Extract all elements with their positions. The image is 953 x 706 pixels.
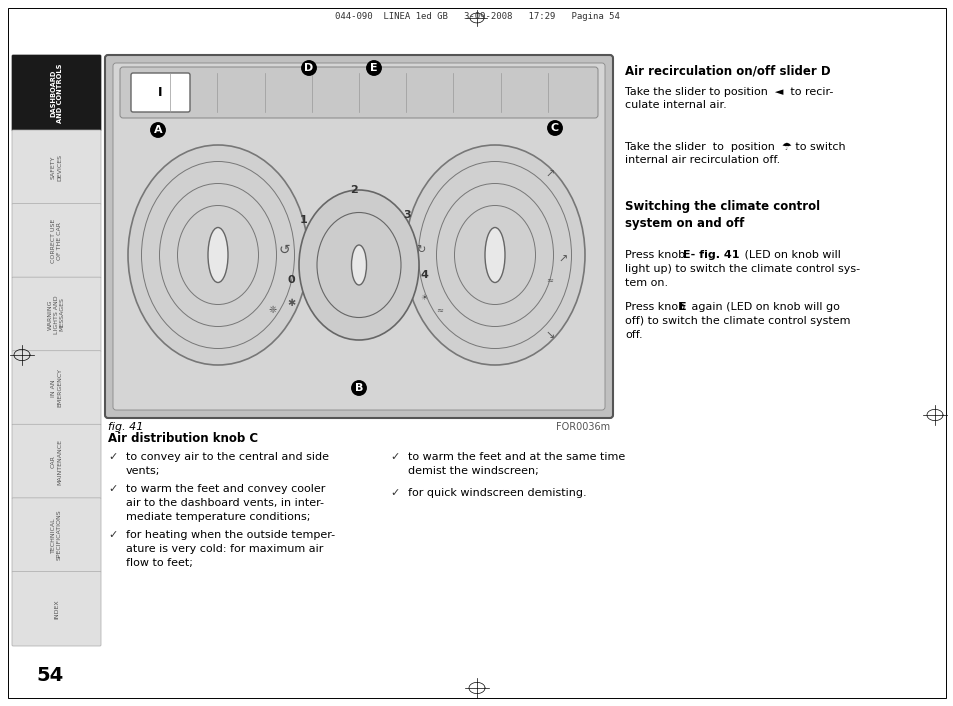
Text: Air distribution knob C: Air distribution knob C: [108, 432, 258, 445]
FancyBboxPatch shape: [12, 55, 101, 131]
Text: Take the slider  to  position  ☂ to switch
internal air recirculation off.: Take the slider to position ☂ to switch …: [624, 142, 844, 165]
FancyBboxPatch shape: [12, 571, 101, 646]
Text: CORRECT USE
OF THE CAR: CORRECT USE OF THE CAR: [51, 219, 62, 263]
Text: Switching the climate control
system on and off: Switching the climate control system on …: [624, 200, 820, 230]
Text: E: E: [370, 63, 377, 73]
FancyBboxPatch shape: [112, 63, 604, 410]
Text: B: B: [355, 383, 363, 393]
Text: ↺: ↺: [278, 243, 290, 257]
Text: 3: 3: [403, 210, 411, 220]
Text: to warm the feet and convey cooler: to warm the feet and convey cooler: [126, 484, 325, 494]
FancyBboxPatch shape: [131, 73, 190, 112]
Text: light up) to switch the climate control sys-: light up) to switch the climate control …: [624, 264, 860, 274]
FancyBboxPatch shape: [12, 424, 101, 499]
Text: TECHNICAL
SPECIFICATIONS: TECHNICAL SPECIFICATIONS: [51, 510, 62, 561]
Ellipse shape: [351, 245, 366, 285]
Text: to warm the feet and at the same time: to warm the feet and at the same time: [408, 452, 624, 462]
Text: 4: 4: [419, 270, 428, 280]
Text: ≈: ≈: [436, 306, 443, 314]
Text: ✓: ✓: [108, 452, 117, 462]
Text: mediate temperature conditions;: mediate temperature conditions;: [126, 512, 310, 522]
Text: (LED on knob will: (LED on knob will: [740, 250, 840, 260]
Text: CAR
MAINTENANCE: CAR MAINTENANCE: [51, 438, 62, 484]
Text: for heating when the outside temper-: for heating when the outside temper-: [126, 530, 335, 540]
Text: tem on.: tem on.: [624, 278, 667, 288]
Text: E- fig. 41: E- fig. 41: [682, 250, 739, 260]
Text: ↗: ↗: [558, 255, 567, 265]
FancyBboxPatch shape: [120, 67, 598, 118]
Text: Take the slider to position  ◄  to recir-
culate internal air.: Take the slider to position ◄ to recir- …: [624, 87, 833, 110]
Text: E: E: [679, 302, 686, 312]
Text: off) to switch the climate control system: off) to switch the climate control syste…: [624, 316, 850, 326]
Text: 0: 0: [287, 275, 294, 285]
Text: Press knob: Press knob: [624, 250, 691, 260]
Text: ✱: ✱: [287, 298, 294, 308]
Text: vents;: vents;: [126, 466, 160, 476]
FancyBboxPatch shape: [12, 277, 101, 352]
Text: fig. 41: fig. 41: [108, 422, 143, 432]
Text: D: D: [304, 63, 314, 73]
Text: air to the dashboard vents, in inter-: air to the dashboard vents, in inter-: [126, 498, 324, 508]
FancyBboxPatch shape: [105, 55, 613, 418]
Text: ↻: ↻: [416, 245, 425, 255]
Text: FOR0036m: FOR0036m: [556, 422, 609, 432]
Text: 1: 1: [300, 215, 308, 225]
Text: to convey air to the central and side: to convey air to the central and side: [126, 452, 329, 462]
Text: demist the windscreen;: demist the windscreen;: [408, 466, 538, 476]
Ellipse shape: [298, 190, 418, 340]
Text: DASHBOARD
AND CONTROLS: DASHBOARD AND CONTROLS: [50, 64, 63, 123]
Text: I: I: [158, 86, 163, 99]
FancyBboxPatch shape: [12, 203, 101, 278]
FancyBboxPatch shape: [12, 130, 101, 205]
Ellipse shape: [208, 227, 228, 282]
Text: IN AN
EMERGENCY: IN AN EMERGENCY: [51, 369, 62, 407]
Text: 2: 2: [350, 185, 357, 195]
Text: C: C: [551, 123, 558, 133]
Text: off.: off.: [624, 330, 642, 340]
Text: 54: 54: [36, 666, 64, 685]
Ellipse shape: [128, 145, 308, 365]
Text: SAFETY
DEVICES: SAFETY DEVICES: [51, 154, 62, 181]
Text: ↘: ↘: [545, 330, 554, 340]
Text: ✓: ✓: [108, 530, 117, 540]
Text: 044-090  LINEA 1ed GB   3-09-2008   17:29   Pagina 54: 044-090 LINEA 1ed GB 3-09-2008 17:29 Pag…: [335, 12, 618, 21]
Text: for quick windscreen demisting.: for quick windscreen demisting.: [408, 488, 586, 498]
Text: ✓: ✓: [390, 452, 399, 462]
Text: INDEX: INDEX: [54, 599, 59, 618]
Text: ✓: ✓: [390, 488, 399, 498]
Text: ature is very cold: for maximum air: ature is very cold: for maximum air: [126, 544, 323, 554]
Text: ❈: ❈: [269, 305, 276, 315]
Text: ✓: ✓: [108, 484, 117, 494]
Text: ↗: ↗: [545, 170, 554, 180]
Text: flow to feet;: flow to feet;: [126, 558, 193, 568]
FancyBboxPatch shape: [12, 351, 101, 425]
FancyBboxPatch shape: [12, 498, 101, 573]
Ellipse shape: [405, 145, 584, 365]
Text: ☀: ☀: [420, 294, 427, 302]
Text: A: A: [153, 125, 162, 135]
Text: again (LED on knob will go: again (LED on knob will go: [687, 302, 839, 312]
Text: Air recirculation on/off slider D: Air recirculation on/off slider D: [624, 65, 830, 78]
Text: ≈: ≈: [546, 275, 553, 285]
Text: WARNING
LIGHTS AND
MESSAGES: WARNING LIGHTS AND MESSAGES: [49, 295, 65, 334]
Text: Press knob: Press knob: [624, 302, 688, 312]
Ellipse shape: [484, 227, 504, 282]
